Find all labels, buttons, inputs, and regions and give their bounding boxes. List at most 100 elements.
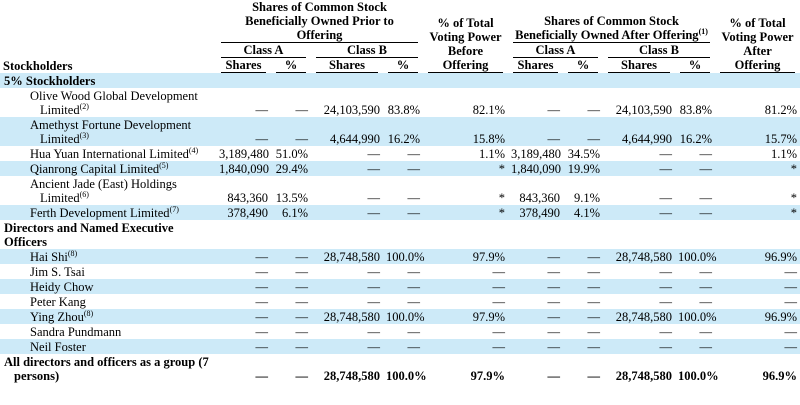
cell-value: —: [699, 147, 713, 161]
value-cell: —: [508, 354, 563, 383]
value-cell: —: [216, 264, 271, 279]
empty-cell: [508, 220, 563, 249]
table-row: Ferth Development Limited(7) 378,490 6.1% —…: [0, 205, 800, 220]
value-cell: —: [563, 354, 603, 383]
cell-value: 28,748,580: [615, 250, 672, 264]
header-cell: Shares: [216, 58, 271, 73]
value-cell: 28,748,580: [311, 309, 383, 324]
value-cell: —: [423, 279, 508, 294]
value-cell: 83.8%: [675, 88, 715, 117]
value-cell: —: [603, 176, 675, 205]
cell-value: —: [547, 250, 561, 264]
cell-value: —: [587, 295, 601, 309]
empty-cell: [675, 73, 716, 88]
cell-value: —: [367, 191, 381, 205]
cell-value: 378,490: [227, 206, 268, 220]
value-cell: —: [675, 324, 715, 339]
stockholder-name: Neil Foster: [30, 340, 86, 354]
value-cell: —: [508, 294, 563, 309]
cell-value: —: [699, 340, 713, 354]
cell-value: 4,644,990: [622, 132, 672, 146]
empty-cell: [715, 73, 800, 88]
value-cell: —: [216, 354, 271, 383]
value-cell: 4,644,990: [603, 117, 675, 146]
footnote-ref: (7): [169, 204, 179, 214]
cell-value: —: [295, 325, 309, 339]
cell-value: 1.1%: [478, 147, 505, 161]
cell-value: 19.9%: [567, 162, 600, 176]
value-cell: —: [675, 176, 715, 205]
cell-value: —: [255, 369, 269, 383]
value-cell: —: [675, 146, 715, 161]
name-cell: Ancient Jade (East) Holdings Limited(6): [0, 176, 216, 205]
value-cell: —: [271, 339, 311, 354]
cell-value: —: [407, 191, 421, 205]
cell-value: 6.1%: [281, 206, 308, 220]
value-cell: —: [216, 324, 271, 339]
cell-value: —: [547, 132, 561, 146]
value-cell: —: [311, 205, 383, 220]
cell-value: —: [659, 295, 673, 309]
cell-value: 29.4%: [275, 162, 308, 176]
value-cell: 378,490: [508, 205, 563, 220]
cell-value: —: [699, 265, 713, 279]
cell-value: 13.5%: [275, 191, 308, 205]
column-label: %: [276, 58, 306, 73]
value-cell: *: [423, 176, 508, 205]
cell-value: 3,189,480: [219, 147, 269, 161]
table-row: Qianrong Capital Limited(5) 1,840,090 29.4…: [0, 161, 800, 176]
footnote-ref: (5): [159, 160, 169, 170]
table-row: Ying Zhou(8) — — 28,748,580 100.0% 97.9% — — 28,…: [0, 309, 800, 324]
cell-value: —: [255, 340, 269, 354]
header-cell: Shares: [603, 58, 675, 73]
header-cell: Shares of Common Stock Beneficially Owne…: [508, 0, 715, 43]
value-cell: —: [311, 294, 383, 309]
cell-value: —: [367, 325, 381, 339]
name-cell: Amethyst Fortune Development Limited(3): [0, 117, 216, 146]
table-row: Directors and Named Executive Officers: [0, 220, 800, 249]
table-body: 5% Stockholders Olive Wood Global Develop…: [0, 73, 800, 383]
cell-value: —: [784, 295, 798, 309]
cell-value: —: [587, 265, 601, 279]
value-cell: —: [715, 264, 800, 279]
cell-value: —: [492, 280, 506, 294]
cell-value: 15.7%: [764, 132, 798, 146]
cell-value: 81.2%: [764, 103, 798, 117]
section-title: 5% Stockholders: [4, 74, 96, 88]
header-cell: Class B: [311, 43, 423, 58]
class-label: Class A: [513, 43, 598, 58]
value-cell: —: [271, 279, 311, 294]
header-cell: %: [383, 58, 423, 73]
value-cell: *: [423, 205, 508, 220]
value-cell: —: [271, 88, 311, 117]
value-cell: —: [271, 249, 311, 264]
header-text: Shares of Common Stock Beneficially Owne…: [221, 0, 418, 43]
cell-value: 28,748,580: [615, 369, 672, 383]
table-row: Hua Yuan International Limited(4) 3,189,4…: [0, 146, 800, 161]
value-cell: 29.4%: [271, 161, 311, 176]
value-cell: —: [383, 205, 423, 220]
cell-value: —: [367, 206, 381, 220]
cell-value: —: [547, 369, 561, 383]
cell-value: 100.0%: [386, 369, 427, 383]
column-label: Shares: [316, 58, 378, 73]
value-cell: —: [603, 146, 675, 161]
value-cell: —: [603, 264, 675, 279]
header-cell: % of Total Voting Power Before Offering: [423, 0, 508, 73]
cell-value: 843,360: [519, 191, 560, 205]
cell-value: —: [367, 265, 381, 279]
class-label: Class A: [221, 43, 306, 58]
header-cell: Shares: [508, 58, 563, 73]
value-cell: —: [383, 161, 423, 176]
cell-value: —: [784, 325, 798, 339]
name-cell: Neil Foster: [0, 339, 216, 354]
cell-value: —: [407, 340, 421, 354]
value-cell: —: [271, 264, 311, 279]
header-cell: Class B: [603, 43, 715, 58]
cell-value: —: [547, 340, 561, 354]
empty-cell: [311, 220, 383, 249]
empty-cell: [216, 220, 271, 249]
column-label: Shares: [608, 58, 670, 73]
value-cell: —: [563, 279, 603, 294]
value-cell: 1.1%: [423, 146, 508, 161]
